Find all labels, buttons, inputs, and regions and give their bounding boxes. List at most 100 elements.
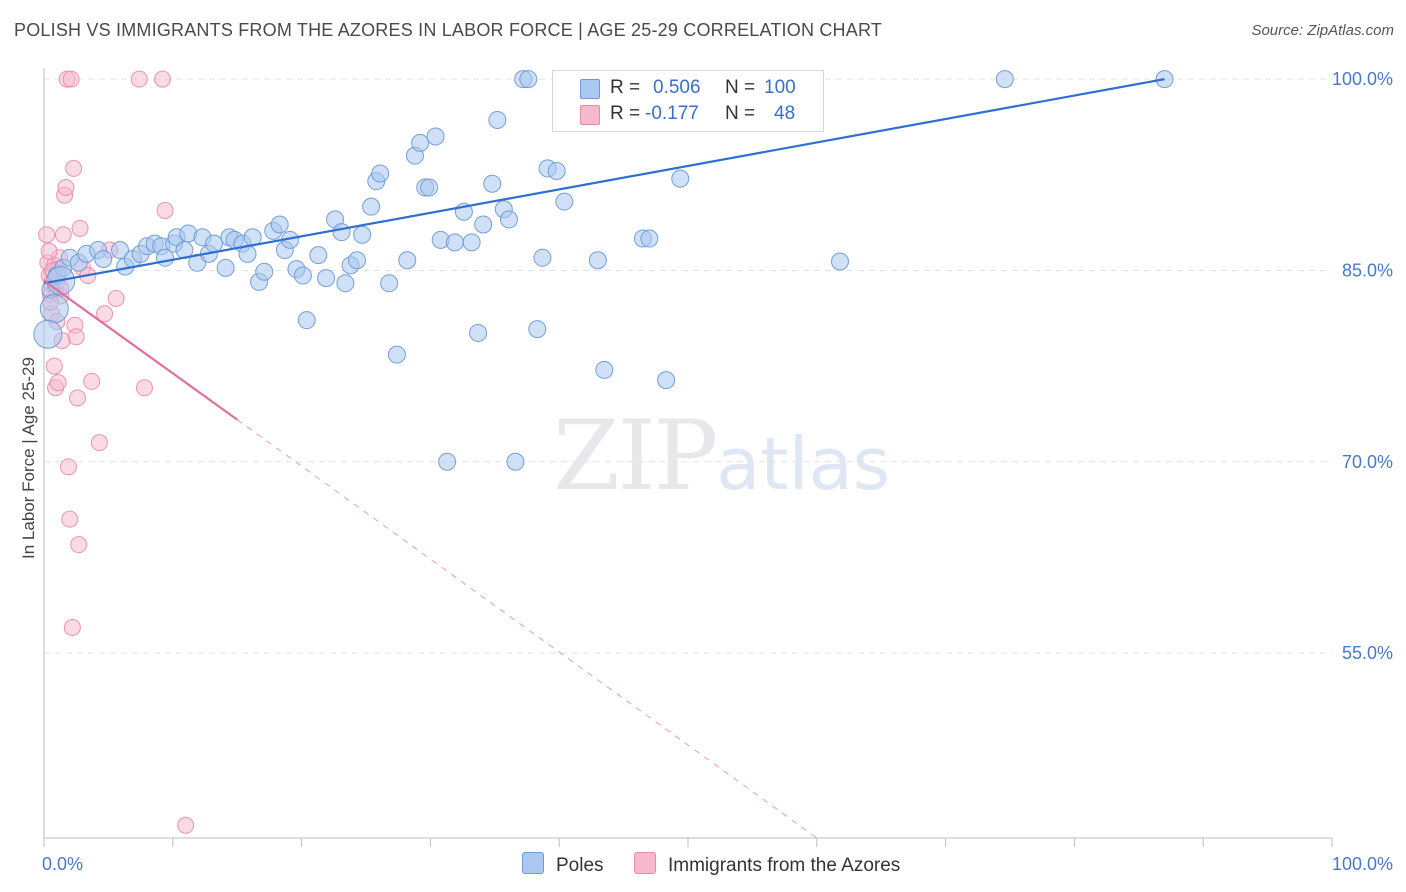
zipatlas-watermark: ZIPatlas <box>553 400 890 512</box>
azores-point-12 <box>45 357 63 375</box>
y-tick-label-2: 70.0% <box>1342 452 1393 472</box>
azores-point-34 <box>96 305 114 323</box>
poles-point-45 <box>347 251 366 270</box>
poles-swatch <box>580 79 600 99</box>
poles-point-31 <box>255 262 274 281</box>
poles-point-62 <box>462 233 481 252</box>
azores-point-41 <box>177 816 195 834</box>
poles-point-89 <box>671 169 690 188</box>
x-axis-ticks <box>43 838 1333 847</box>
legend-r-label-azores: R = <box>610 103 641 124</box>
azores-points <box>38 70 195 834</box>
azores-point-28 <box>70 536 88 554</box>
poles-point-39 <box>309 246 328 265</box>
bottom-poles-swatch <box>522 852 544 874</box>
poles-point-7 <box>94 249 113 268</box>
legend-r-value-azores: -0.177 <box>645 103 699 124</box>
y-tick-label-0: 100.0% <box>1332 69 1393 89</box>
legend-r-value-poles: 0.506 <box>653 77 701 98</box>
poles-point-49 <box>371 164 390 183</box>
poles-point-37 <box>293 266 312 285</box>
azores-trend-line <box>43 279 238 421</box>
watermark-atlas: atlas <box>716 422 891 506</box>
azores-point-18 <box>57 179 75 197</box>
axes <box>43 68 1332 839</box>
azores-point-14 <box>49 374 67 392</box>
y-tick-label-3: 55.0% <box>1342 643 1393 663</box>
poles-point-47 <box>362 197 381 216</box>
poles-point-66 <box>488 110 507 129</box>
poles-point-60 <box>445 233 464 252</box>
azores-point-43 <box>40 242 58 260</box>
legend-row-poles: R = 0.506 N = 100 <box>553 75 823 101</box>
poles-point-33 <box>270 215 289 234</box>
poles-point-63 <box>469 323 488 342</box>
azores-point-0 <box>38 226 56 244</box>
azores-point-37 <box>130 70 148 88</box>
poles-trend-line <box>43 78 1165 285</box>
legend-n-value-poles: 100 <box>764 77 796 98</box>
poles-point-42 <box>332 223 351 242</box>
poles-point-46 <box>353 225 372 244</box>
azores-point-33 <box>90 434 108 452</box>
bottom-azores-label: Immigrants from the Azores <box>668 855 901 876</box>
azores-point-24 <box>65 159 83 177</box>
poles-point-69 <box>506 452 525 471</box>
chart-title: POLISH VS IMMIGRANTS FROM THE AZORES IN … <box>14 20 883 40</box>
x-tick-label-max: 100.0% <box>1332 854 1393 874</box>
y-tick-label-1: 85.0% <box>1342 260 1393 280</box>
azores-swatch <box>580 105 600 125</box>
azores-trend-extension <box>236 419 818 839</box>
azores-point-36 <box>107 290 125 308</box>
azores-point-29 <box>71 219 89 237</box>
poles-point-65 <box>483 174 502 193</box>
azores-point-23 <box>63 619 81 637</box>
legend-n-value-azores: 48 <box>774 103 796 124</box>
azores-point-38 <box>135 379 153 397</box>
poles-point-68 <box>499 210 518 229</box>
poles-point-57 <box>426 127 445 146</box>
y-axis-tick-labels: 100.0% 85.0% 70.0% 55.0% <box>1332 69 1393 663</box>
poles-point-56 <box>420 178 439 197</box>
poles-point-64 <box>474 215 493 234</box>
poles-point-24 <box>216 258 235 277</box>
y-axis-label: In Labor Force | Age 25-29 <box>19 357 38 559</box>
poles-point-23 <box>205 234 224 253</box>
poles-point-54 <box>411 133 430 152</box>
poles-point-50 <box>380 274 399 293</box>
poles-point-86 <box>640 229 659 248</box>
azores-point-16 <box>54 226 72 244</box>
poles-points <box>33 70 1174 471</box>
legend-r-label-poles: R = <box>610 77 641 98</box>
correlation-legend: R = 0.506 N = 100 R = -0.177 N = 48 <box>552 70 824 132</box>
poles-point-81 <box>595 360 614 379</box>
azores-point-22 <box>62 70 80 88</box>
legend-row-azores: R = -0.177 N = 48 <box>553 101 823 127</box>
poles-point-75 <box>547 161 566 180</box>
azores-point-32 <box>83 372 101 390</box>
trend-lines <box>43 78 1165 839</box>
legend-n-label-azores: N = <box>725 103 756 124</box>
azores-point-40 <box>156 201 174 219</box>
poles-point-95 <box>995 70 1014 89</box>
poles-point-59 <box>438 452 457 471</box>
poles-point-94 <box>830 252 849 271</box>
poles-point-8 <box>110 241 129 260</box>
x-tick-label-min: 0.0% <box>42 854 83 874</box>
poles-point-51 <box>387 345 406 364</box>
watermark-zip: ZIP <box>553 400 718 512</box>
poles-point-76 <box>555 192 574 211</box>
poles-point-88 <box>657 371 676 390</box>
poles-point-72 <box>528 320 547 339</box>
poles-point-40 <box>317 269 336 288</box>
azores-point-39 <box>153 70 171 88</box>
azores-point-27 <box>68 389 86 407</box>
poles-point-80 <box>588 251 607 270</box>
poles-point-43 <box>336 274 355 293</box>
legend-n-label-poles: N = <box>725 77 756 98</box>
poles-point-99 <box>33 319 63 349</box>
poles-point-73 <box>533 248 552 267</box>
poles-point-52 <box>398 251 417 270</box>
poles-point-38 <box>297 311 316 330</box>
